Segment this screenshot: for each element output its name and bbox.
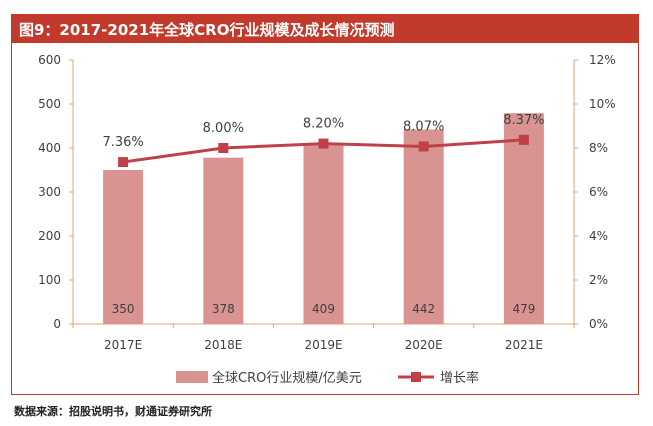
y-tick-label-left: 400: [38, 141, 61, 155]
legend-label-bar: 全球CRO行业规模/亿美元: [212, 370, 362, 386]
bar-value-label: 442: [412, 302, 435, 316]
y-tick-label-right: 8%: [589, 141, 608, 155]
bar: [303, 144, 344, 324]
bar: [203, 157, 244, 324]
legend-swatch-marker: [411, 372, 421, 382]
source-note: 数据来源：招股说明书，财通证券研究所: [14, 405, 212, 418]
legend-label-line: 增长率: [440, 370, 479, 386]
y-tick-label-right: 10%: [589, 97, 616, 111]
y-tick-label-left: 600: [38, 53, 61, 67]
y-tick-label-right: 6%: [589, 185, 608, 199]
y-tick-label-left: 100: [38, 273, 61, 287]
y-tick-label-left: 500: [38, 97, 61, 111]
y-tick-label-right: 2%: [589, 273, 608, 287]
figure-title: 图9：2017-2021年全球CRO行业规模及成长情况预测: [19, 21, 395, 39]
y-tick-label-right: 4%: [589, 229, 608, 243]
growth-point: [418, 141, 429, 152]
x-tick-label: 2021E: [505, 338, 543, 352]
bar: [503, 113, 544, 325]
y-tick-label-left: 0: [53, 317, 61, 331]
growth-value-label: 8.37%: [503, 113, 544, 128]
growth-point: [218, 143, 229, 153]
growth-point: [118, 157, 129, 168]
growth-value-label: 7.36%: [102, 135, 143, 150]
y-tick-label-right: 12%: [589, 53, 616, 67]
x-tick-label: 2019E: [304, 338, 342, 352]
y-tick-label-right: 0%: [589, 317, 608, 331]
legend-swatch-bar: [176, 371, 208, 383]
growth-point: [318, 138, 329, 149]
bar: [403, 129, 444, 324]
bar-value-label: 378: [212, 302, 235, 316]
y-tick-label-left: 300: [38, 185, 61, 199]
growth-value-label: 8.07%: [403, 119, 444, 134]
growth-value-label: 8.00%: [203, 121, 244, 136]
bar: [103, 170, 144, 324]
y-tick-label-left: 200: [38, 229, 61, 243]
growth-point: [518, 134, 529, 145]
x-tick-label: 2018E: [204, 338, 242, 352]
growth-value-label: 8.20%: [303, 117, 344, 132]
bar-value-label: 409: [312, 302, 335, 316]
x-tick-label: 2017E: [104, 338, 142, 352]
bar-value-label: 350: [112, 302, 135, 316]
figure-header: 图9：2017-2021年全球CRO行业规模及成长情况预测: [11, 14, 639, 43]
chart-frame: [11, 43, 639, 395]
x-tick-label: 2020E: [405, 338, 443, 352]
bar-value-label: 479: [512, 302, 535, 316]
